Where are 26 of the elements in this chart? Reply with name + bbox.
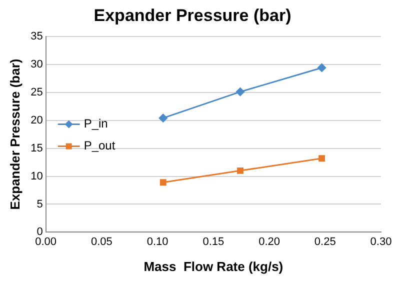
point (237, 167, 244, 174)
x-tick-label: 0.30 (370, 236, 392, 248)
x-axis-title: Mass Flow Rate (kg/s) (144, 258, 284, 274)
x-tick-label: 0.00 (35, 236, 57, 248)
y-tick-label: 30 (30, 58, 43, 70)
y-tick-label: 5 (36, 198, 43, 210)
x-tick-label: 0.20 (258, 236, 280, 248)
legend-label: P_in (84, 116, 108, 131)
x-tick-label: 0.05 (90, 236, 112, 248)
y-tick-label: 25 (30, 86, 43, 98)
y-axis-title: Expander Pressure (bar) (7, 58, 22, 210)
x-tick-label: 0.25 (314, 236, 336, 248)
y-tick-label: 0 (36, 226, 43, 238)
point (160, 179, 166, 186)
legend-label: P_out (84, 138, 116, 153)
point (158, 114, 168, 122)
y-tick-label: 10 (30, 170, 43, 182)
y-tick-label: 15 (30, 142, 43, 154)
point (236, 88, 244, 96)
point (318, 63, 326, 72)
point (318, 155, 326, 162)
x-tick-label: 0.10 (146, 236, 168, 248)
y-tick-label: 35 (30, 30, 43, 42)
y-tick-label: 20 (30, 114, 43, 126)
x-tick-label: 0.15 (202, 236, 224, 248)
chart-title: Expander Pressure (bar) (94, 6, 292, 25)
